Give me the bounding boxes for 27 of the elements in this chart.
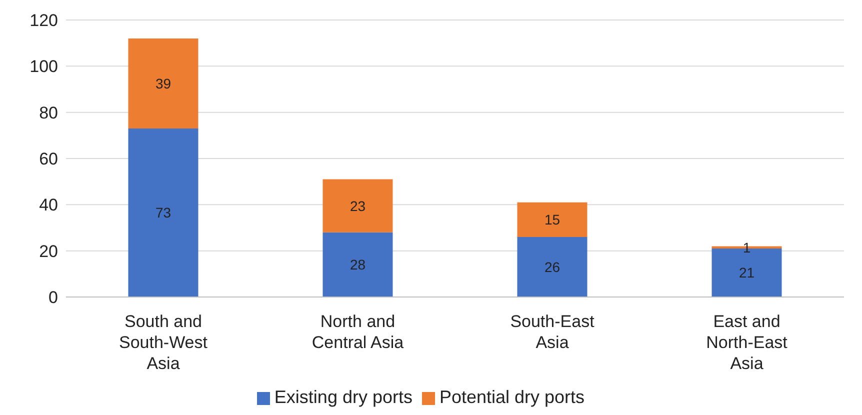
data-label: 28 <box>350 256 366 273</box>
data-label: 1 <box>742 239 751 256</box>
data-label: 26 <box>544 258 560 275</box>
bar <box>128 128 198 297</box>
data-label: 21 <box>738 264 755 281</box>
legend-label: Existing dry ports <box>274 387 412 407</box>
data-label: 15 <box>544 212 560 228</box>
x-tick-label: East and North-East Asia <box>706 312 788 373</box>
y-tick-label: 120 <box>30 11 58 30</box>
y-tick-label: 40 <box>39 196 58 215</box>
y-tick-label: 20 <box>39 242 58 261</box>
x-tick-label: South and South-West Asia <box>118 312 208 373</box>
y-tick-label: 0 <box>48 288 58 308</box>
y-tick-label: 80 <box>39 103 58 122</box>
data-label: 73 <box>155 204 172 221</box>
y-tick-label: 60 <box>39 150 58 169</box>
x-tick-label: North and Central Asia <box>312 312 404 352</box>
data-label: 23 <box>350 198 366 214</box>
legend-label: Potential dry ports <box>439 387 585 407</box>
bar <box>128 38 198 128</box>
x-tick-label: South-East Asia <box>510 312 595 352</box>
bar <box>322 232 393 297</box>
bar <box>517 236 588 297</box>
data-label: 39 <box>155 75 172 92</box>
bar <box>322 179 393 232</box>
bar <box>517 202 588 237</box>
y-tick-label: 100 <box>30 57 58 76</box>
